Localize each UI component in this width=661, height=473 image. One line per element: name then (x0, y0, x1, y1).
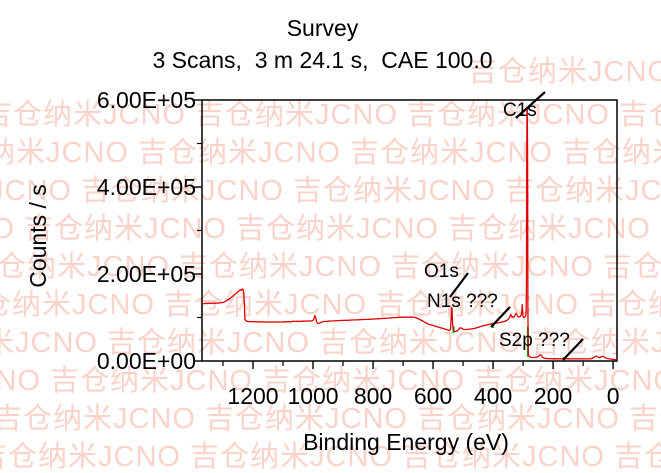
chart-title: Survey (286, 15, 359, 41)
x-tick-label: 1000 (287, 383, 338, 409)
peak-label: C1s (503, 100, 537, 121)
x-tick-label: 400 (474, 383, 512, 409)
y-tick-label: 2.00E+05 (97, 261, 196, 287)
peak-annotation-tick (490, 306, 511, 328)
peak-annotation-tick (449, 272, 469, 298)
x-axis-title: Binding Energy (eV) (303, 429, 509, 455)
x-tick-label: 600 (414, 383, 452, 409)
peak-label: O1s (424, 261, 459, 282)
chart-subtitle: 3 Scans, 3 m 24.1 s, CAE 100.0 (152, 47, 493, 73)
x-tick-label: 1200 (227, 383, 278, 409)
y-tick-label: 6.00E+05 (97, 87, 196, 113)
y-tick-label: 4.00E+05 (97, 174, 196, 200)
spectrum-line (201, 107, 618, 361)
x-tick-label: 800 (354, 383, 392, 409)
peak-label: S2p ??? (499, 330, 570, 351)
y-axis-title: Counts / s (25, 184, 51, 288)
x-tick-label: 200 (534, 383, 572, 409)
peak-annotation-tick (562, 338, 584, 361)
peak-label: N1s ??? (427, 291, 498, 312)
plot-area: 1200 1000 800 600 400 200 0 6.00E+05 4.00E+05 2.0… (97, 87, 620, 409)
y-tick-label: 0.00E+00 (97, 348, 196, 374)
x-tick-label: 0 (607, 383, 620, 409)
peak-annotation-tick (515, 91, 546, 119)
